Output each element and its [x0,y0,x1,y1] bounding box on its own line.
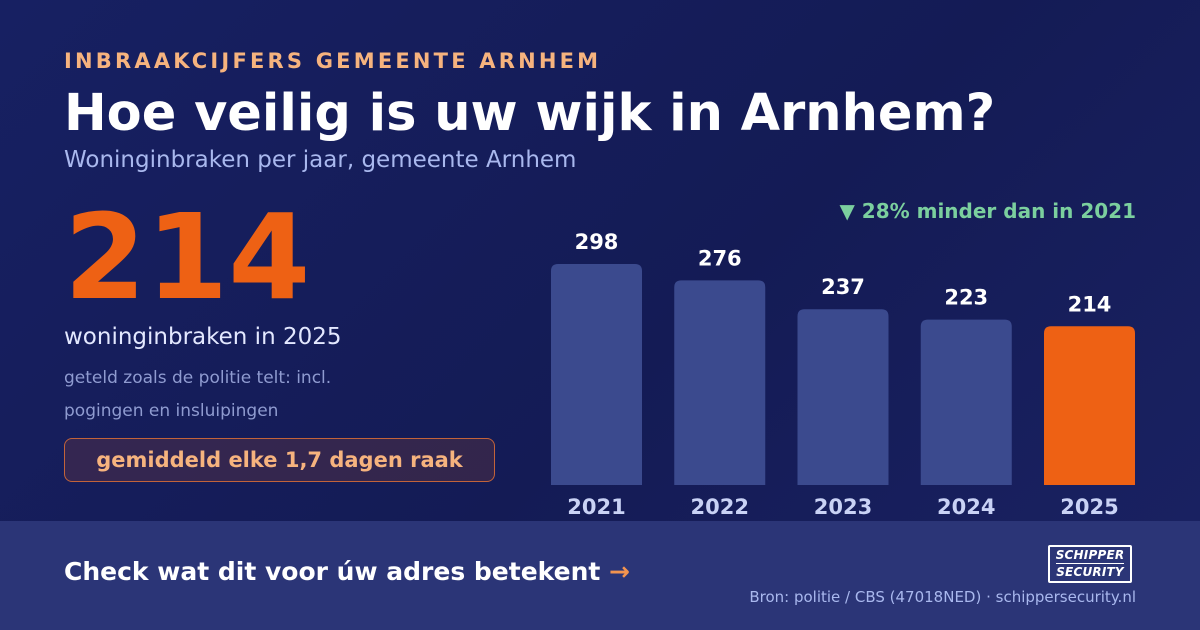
bar-2025 [1044,326,1135,485]
value-label-2022: 276 [698,246,742,270]
cta-text: Check wat dit voor úw adres betekent [64,557,601,586]
category-label-2023: 2023 [814,495,872,519]
change-indicator: ▼ 28% minder dan in 2021 [839,199,1136,223]
category-label-2025: 2025 [1060,495,1118,519]
counting-note: geteld zoals de politie telt: incl. pogi… [64,368,332,421]
brand-logo: SCHIPPER SECURITY [1048,545,1132,583]
cta-link[interactable]: Check wat dit voor úw adres betekent → [64,557,630,586]
arrow-right-icon: → [609,557,630,586]
bar-2021 [551,264,642,485]
highlight-caption: woninginbraken in 2025 [64,324,342,350]
logo-line-1: SCHIPPER [1055,548,1125,562]
value-label-2025: 214 [1068,292,1112,316]
value-label-2024: 223 [944,286,988,310]
source-note: Bron: politie / CBS (47018NED) · schippe… [749,588,1136,606]
value-label-2021: 298 [575,230,619,254]
category-label-2022: 2022 [691,495,749,519]
category-label-2024: 2024 [937,495,995,519]
bar-2024 [920,319,1012,485]
highlight-value: 214 [64,188,311,326]
category-label-2021: 2021 [567,495,625,519]
kicker: INBRAAKCIJFERS GEMEENTE ARNHEM [64,49,602,73]
footer-bar: Check wat dit voor úw adres betekent → S… [0,521,1200,630]
logo-line-2: SECURITY [1056,563,1124,579]
bar-2022 [674,280,766,485]
bar-2023 [797,309,889,485]
frequency-badge: gemiddeld elke 1,7 dagen raak [64,438,495,482]
page-title: Hoe veilig is uw wijk in Arnhem? [64,84,996,143]
value-label-2023: 237 [821,275,865,299]
page-subtitle: Woninginbraken per jaar, gemeente Arnhem [64,147,577,173]
